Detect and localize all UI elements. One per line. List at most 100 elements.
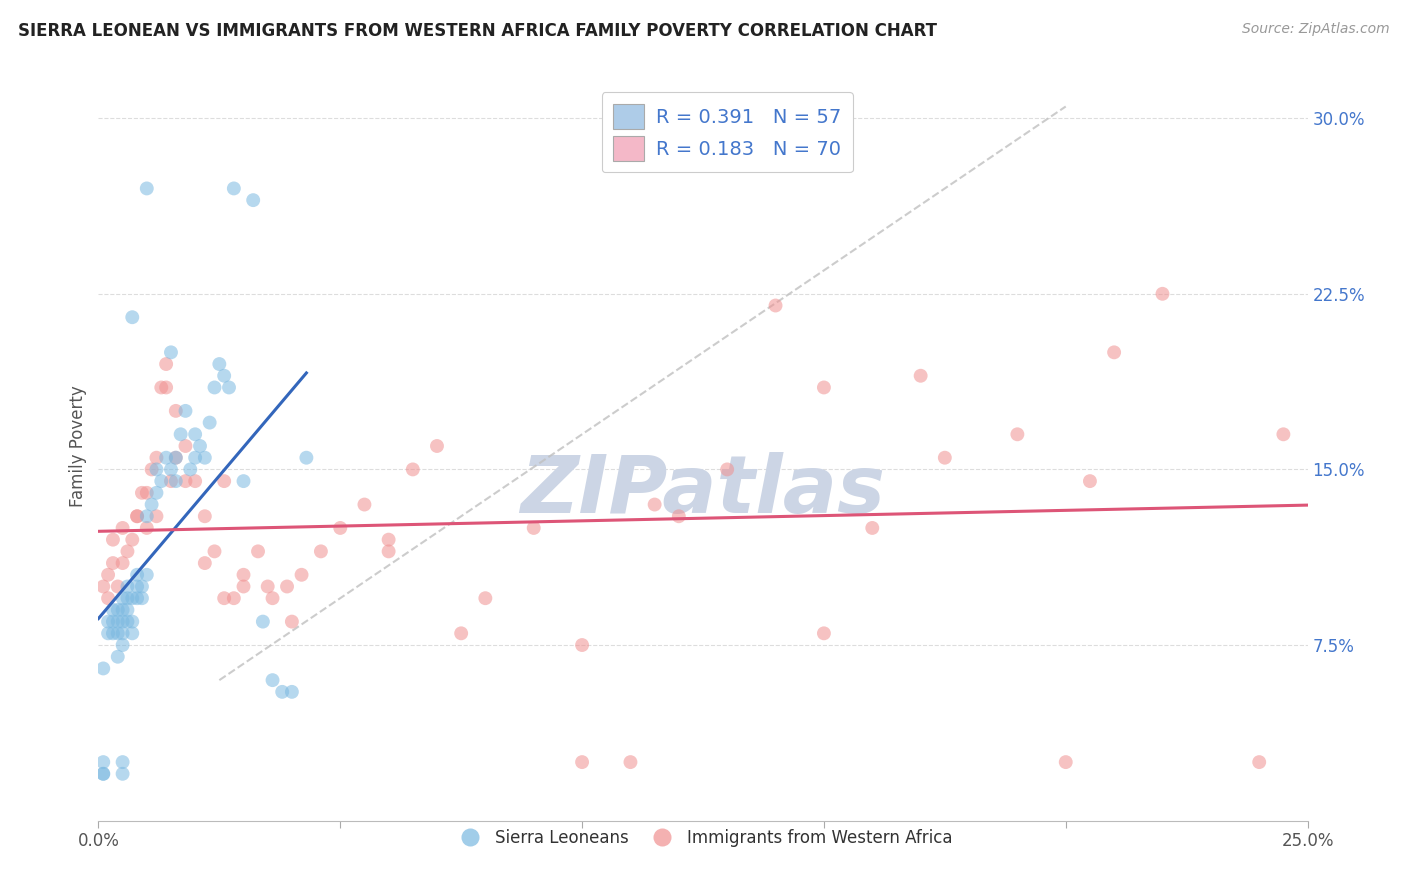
Point [97,615,120,629]
Point [474,591,496,606]
Point [135,521,157,535]
Point [232,580,254,594]
Point [111,638,134,652]
Point [165,404,187,418]
Point [141,462,163,476]
Point [1007,427,1029,442]
Point [256,580,278,594]
Point [160,474,183,488]
Point [107,649,129,664]
Point [111,603,134,617]
Point [242,193,264,207]
Point [377,533,399,547]
Point [184,450,207,465]
Point [145,450,167,465]
Point [91,580,114,594]
Point [523,521,546,535]
Point [232,474,254,488]
Point [107,615,129,629]
Point [204,380,226,394]
Point [208,357,231,371]
Point [101,533,124,547]
Text: ZIPatlas: ZIPatlas [520,452,886,530]
Point [155,380,177,394]
Point [222,591,245,606]
Point [184,474,207,488]
Point [1102,345,1125,359]
Point [127,509,149,524]
Point [1152,286,1174,301]
Point [281,615,304,629]
Point [117,580,139,594]
Point [188,439,211,453]
Point [97,567,120,582]
Point [117,544,139,558]
Point [101,556,124,570]
Point [150,474,173,488]
Point [97,626,120,640]
Point [127,580,149,594]
Point [644,498,666,512]
Point [276,580,298,594]
Point [668,509,690,524]
Point [101,626,124,640]
Point [212,474,235,488]
Point [111,521,134,535]
Point [111,591,134,606]
Point [107,603,129,617]
Point [165,474,187,488]
Point [813,380,835,394]
Point [91,661,114,675]
Point [174,474,197,488]
Point [295,450,318,465]
Point [107,580,129,594]
Point [107,626,129,640]
Point [131,580,153,594]
Point [141,498,163,512]
Point [101,615,124,629]
Point [1272,427,1295,442]
Point [121,533,143,547]
Point [1054,755,1077,769]
Point [135,181,157,195]
Point [111,626,134,640]
Point [184,427,207,442]
Point [121,591,143,606]
Point [194,450,217,465]
Point [121,626,143,640]
Point [281,685,304,699]
Point [111,615,134,629]
Point [131,591,153,606]
Point [377,544,399,558]
Point [212,368,235,383]
Point [290,567,312,582]
Point [571,755,593,769]
Point [716,462,738,476]
Point [111,755,134,769]
Point [135,509,157,524]
Point [127,567,149,582]
Point [111,767,134,781]
Point [121,615,143,629]
Point [1249,755,1271,769]
Point [117,603,139,617]
Point [247,544,270,558]
Point [252,615,274,629]
Point [117,591,139,606]
Point [426,439,449,453]
Text: SIERRA LEONEAN VS IMMIGRANTS FROM WESTERN AFRICA FAMILY POVERTY CORRELATION CHAR: SIERRA LEONEAN VS IMMIGRANTS FROM WESTER… [18,22,938,40]
Point [111,556,134,570]
Point [91,767,114,781]
Point [271,685,294,699]
Point [169,427,191,442]
Point [131,485,153,500]
Point [127,509,149,524]
Point [165,450,187,465]
Point [813,626,835,640]
Point [204,544,226,558]
Point [571,638,593,652]
Point [101,603,124,617]
Point [145,462,167,476]
Point [934,450,956,465]
Point [179,462,201,476]
